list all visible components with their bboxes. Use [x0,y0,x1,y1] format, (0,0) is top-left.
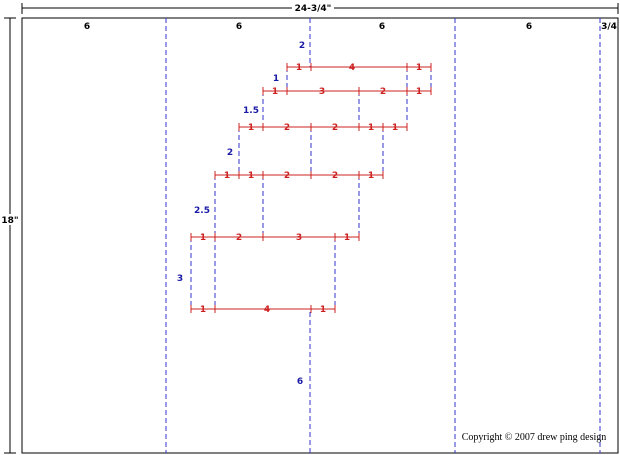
segment-label: 1 [368,123,374,133]
column-label: 6 [379,22,385,32]
height-dimension: 18" [1,17,19,454]
rise-label: 3 [177,274,183,284]
segment-label: 1 [392,123,398,133]
column-label: 6 [526,22,532,32]
segment-label: 2 [332,123,338,133]
width-label: 24-3/4" [295,4,332,14]
segment-label: 2 [332,171,338,181]
segment-label: 2 [380,87,386,97]
segment-label: 3 [296,233,302,243]
segment-label: 4 [264,305,270,315]
width-dimension: 24-3/4" [21,2,619,14]
segment-label: 1 [320,305,326,315]
segment-label: 1 [248,171,254,181]
segment-label: 1 [248,123,254,133]
column-label: 3/4 [601,22,617,32]
segment-label: 1 [224,171,230,181]
copyright-text: Copyright © 2007 drew ping design [462,432,607,443]
column-label: 6 [236,22,242,32]
column-dividers [165,18,601,453]
height-label: 18" [1,216,18,226]
segment-label: 2 [236,233,242,243]
rise-labels: 2 1 1.5 2 2.5 3 6 [177,41,305,387]
strip-rows [190,63,432,313]
segment-label: 1 [368,171,374,181]
segment-label: 1 [416,63,422,73]
segment-label: 1 [416,87,422,97]
rise-label: 1.5 [243,106,259,116]
strip-connectors [190,67,432,309]
rise-label: 1 [273,74,279,84]
segment-label: 3 [319,87,325,97]
segment-label: 4 [349,63,355,73]
segment-label: 1 [272,87,278,97]
segment-labels: 1 4 1 1 3 2 1 1 2 2 1 1 1 1 2 2 1 1 2 3 … [200,63,422,315]
segment-label: 2 [284,171,290,181]
segment-label: 1 [200,233,206,243]
panel-border [21,17,619,454]
rise-label: 2.5 [194,206,210,216]
column-label: 6 [84,22,90,32]
segment-label: 1 [344,233,350,243]
segment-label: 1 [296,63,302,73]
column-labels: 6 6 6 6 3/4 [84,22,617,32]
rise-label: 2 [299,41,305,51]
segment-label: 2 [284,123,290,133]
rise-label: 2 [227,148,233,158]
rise-label: 6 [297,377,303,387]
segment-label: 1 [200,305,206,315]
